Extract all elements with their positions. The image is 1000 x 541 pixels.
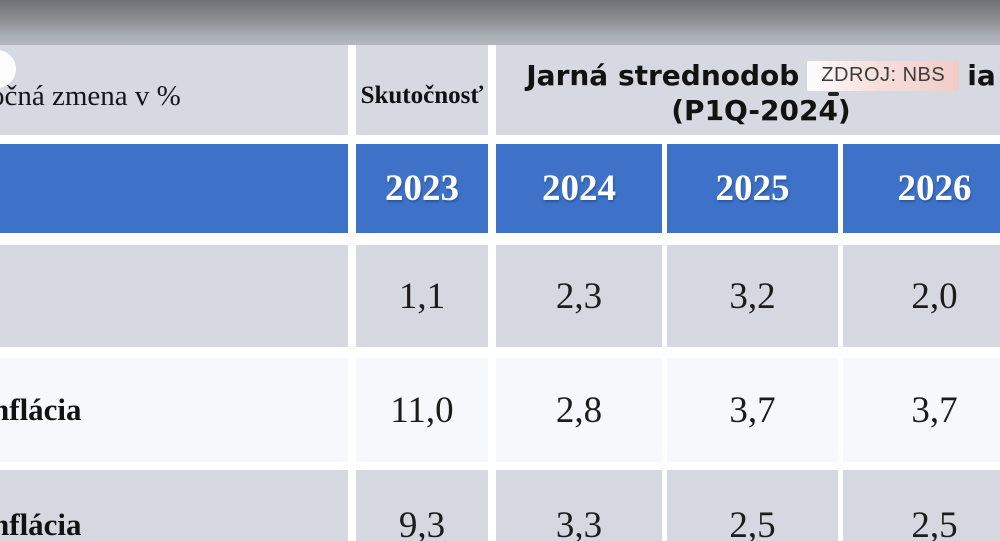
table-row-label [0,245,348,347]
partial-logo-circle [0,50,16,88]
year-header-2024: 2024 [496,144,662,233]
title-text-left: Jarná strednodob [526,59,800,92]
actual-header-label: Skutočnosť [360,82,484,109]
table-cell: 2,8 [496,358,662,462]
table-title-line2: (P1Q-2024) [671,94,851,127]
year-header-2026: 2026 [843,144,1000,233]
table-cell: 3,7 [843,358,1000,462]
table-cell: 2,0 [843,245,1000,347]
source-badge: ZDROJ: NBS [807,60,960,91]
covered-text-descender [828,92,839,96]
title-text-right: ia [967,59,996,92]
table-cell: 9,3 [356,470,488,541]
video-background-strip [0,0,1000,45]
table-cell: 2,5 [667,470,838,541]
year-header-2025: 2025 [667,144,838,233]
table-row-label: nflácia [0,358,348,462]
table-row-label: nflácia [0,470,348,541]
table-cell: 3,7 [667,358,838,462]
table-cell: 2,3 [496,245,662,347]
table-title-line1: Jarná strednodob ZDROJ: NBS ia [526,59,996,92]
table-cell: 11,0 [356,358,488,462]
table-cell: 3,3 [496,470,662,541]
table-unit-header: očná zmena v % [0,45,348,135]
unit-header-label: očná zmena v % [0,79,181,112]
table-title-cell: Jarná strednodob ZDROJ: NBS ia (P1Q-2024… [496,45,1000,135]
year-row-label-cell [0,144,348,233]
table-cell: 2,5 [843,470,1000,541]
year-header-2023: 2023 [356,144,488,233]
actual-column-header: Skutočnosť [356,45,488,135]
forecast-table: očná zmena v % Skutočnosť Jarná strednod… [0,45,1000,541]
table-cell: 1,1 [356,245,488,347]
table-cell: 3,2 [667,245,838,347]
